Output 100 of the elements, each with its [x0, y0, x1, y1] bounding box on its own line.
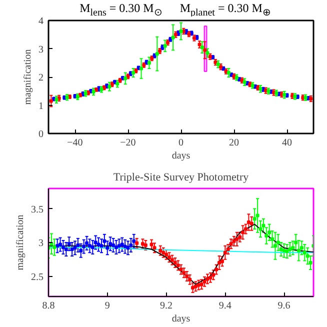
point — [67, 242, 71, 246]
x-tick-label: 9.6 — [278, 300, 290, 312]
point — [232, 239, 236, 243]
point — [158, 248, 162, 252]
point — [235, 237, 239, 241]
point — [306, 254, 310, 258]
point — [132, 239, 136, 243]
point — [270, 237, 274, 241]
point — [147, 61, 151, 65]
point — [200, 282, 204, 286]
point — [246, 220, 250, 224]
point — [218, 261, 222, 264]
y-tick-label: 1 — [38, 100, 44, 112]
y-tick-label: 3.5 — [31, 204, 44, 216]
point — [152, 246, 156, 250]
x-tick-label: 40 — [282, 138, 292, 148]
x-tick-label: 8.8 — [42, 300, 55, 312]
point — [123, 244, 127, 248]
point — [273, 244, 277, 248]
point — [258, 227, 262, 231]
y-tick-label: 2 — [38, 72, 44, 84]
y-tick-label: 2.5 — [31, 272, 44, 283]
point — [117, 244, 121, 248]
point — [185, 274, 189, 278]
point — [132, 71, 136, 75]
point — [49, 99, 53, 103]
point — [294, 240, 298, 244]
point — [170, 258, 174, 262]
y-tick-label: 3 — [38, 238, 44, 249]
x-tick-label: 9.4 — [218, 300, 232, 312]
point — [135, 241, 139, 245]
point — [162, 250, 166, 254]
point — [155, 52, 159, 56]
point — [150, 242, 154, 246]
point — [108, 84, 112, 88]
point — [214, 268, 218, 272]
x-tick-label: 20 — [229, 138, 239, 148]
chart-title: M$_{lens}$ = 0.30 M$_{⊙}$ M$_{planet}$ = 0.30 M$_{⊕}$ — [80, 1, 270, 18]
point — [268, 230, 272, 234]
point — [79, 248, 83, 252]
point — [100, 244, 104, 248]
point — [164, 252, 168, 256]
point — [244, 227, 248, 231]
point — [302, 250, 306, 254]
point — [229, 242, 233, 246]
point — [194, 284, 198, 288]
point — [120, 242, 124, 246]
point — [61, 245, 65, 249]
point — [124, 76, 128, 80]
point — [258, 87, 262, 91]
point — [226, 248, 230, 251]
point — [129, 243, 133, 247]
point — [85, 241, 89, 245]
x-tick-label: 0 — [178, 138, 184, 148]
point — [200, 46, 204, 50]
point — [96, 242, 100, 246]
y-tick-label: 4 — [38, 16, 44, 27]
point — [64, 248, 68, 251]
point — [176, 264, 180, 268]
point — [106, 246, 110, 250]
x-tick-label: 9 — [104, 300, 110, 312]
x-tick-label: 9.2 — [160, 300, 173, 312]
point — [58, 242, 62, 246]
point — [182, 271, 186, 275]
point — [191, 286, 195, 290]
y-tick-label: 3 — [38, 44, 44, 56]
point — [173, 261, 177, 264]
x-tick-label: −40 — [67, 138, 83, 148]
point — [108, 242, 112, 246]
point — [82, 244, 86, 248]
point — [282, 248, 286, 252]
point — [238, 235, 242, 239]
point — [102, 239, 106, 243]
point — [144, 243, 148, 247]
point — [212, 273, 216, 277]
point — [167, 256, 171, 260]
point — [279, 248, 283, 251]
point — [88, 244, 92, 248]
point — [94, 240, 98, 244]
point — [226, 71, 230, 75]
x-tick-label: −20 — [120, 138, 136, 148]
point — [179, 268, 183, 272]
point — [256, 214, 260, 218]
point — [112, 243, 116, 247]
point — [291, 246, 295, 250]
point — [90, 245, 94, 249]
point — [285, 250, 289, 254]
point — [264, 234, 268, 238]
chart-title: Triple-Site Survey Photometry — [113, 172, 250, 184]
point — [202, 280, 206, 284]
point — [288, 248, 292, 251]
point — [92, 90, 96, 94]
point — [276, 240, 280, 244]
point — [73, 246, 77, 250]
point — [70, 248, 74, 251]
point — [241, 230, 245, 234]
point — [76, 243, 80, 247]
point — [223, 250, 227, 254]
point — [297, 248, 301, 252]
point — [52, 245, 56, 249]
